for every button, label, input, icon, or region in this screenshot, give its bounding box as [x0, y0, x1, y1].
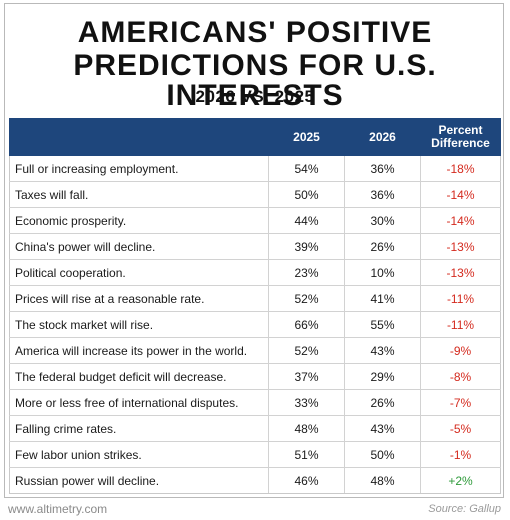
row-label: More or less free of international dispu…: [9, 389, 269, 416]
value-percent-difference: -5%: [420, 415, 501, 442]
table-row: Russian power will decline. 46% 48% +2%: [9, 467, 501, 494]
table-row: China's power will decline. 39% 26% -13%: [9, 233, 501, 260]
table-row: America will increase its power in the w…: [9, 337, 501, 364]
predictions-table: 2025 2026 Percent Difference Full or inc…: [9, 118, 501, 494]
table-row: The federal budget deficit will decrease…: [9, 363, 501, 390]
source-label: Source: Gallup: [428, 503, 501, 515]
row-label: Few labor union strikes.: [9, 441, 269, 468]
value-2026: 36%: [344, 181, 421, 208]
value-2026: 48%: [344, 467, 421, 494]
value-2026: 29%: [344, 363, 421, 390]
table-row: More or less free of international dispu…: [9, 389, 501, 416]
table-row: Falling crime rates. 48% 43% -5%: [9, 415, 501, 442]
header-percent-difference-label: Percent Difference: [431, 123, 490, 150]
table-row: Political cooperation. 23% 10% -13%: [9, 259, 501, 286]
value-2026: 41%: [344, 285, 421, 312]
row-label: China's power will decline.: [9, 233, 269, 260]
value-2025: 46%: [268, 467, 345, 494]
value-percent-difference: -8%: [420, 363, 501, 390]
value-percent-difference: -9%: [420, 337, 501, 364]
value-2026: 26%: [344, 233, 421, 260]
value-percent-difference: -13%: [420, 233, 501, 260]
value-2025: 51%: [268, 441, 345, 468]
row-label: The federal budget deficit will decrease…: [9, 363, 269, 390]
row-label: Falling crime rates.: [9, 415, 269, 442]
value-2025: 33%: [268, 389, 345, 416]
title-line-1: AMERICANS' POSITIVE: [77, 16, 433, 49]
row-label: The stock market will rise.: [9, 311, 269, 338]
website-label: www.altimetry.com: [8, 502, 108, 516]
value-2025: 37%: [268, 363, 345, 390]
value-2025: 44%: [268, 207, 345, 234]
row-label: Economic prosperity.: [9, 207, 269, 234]
table-row: Few labor union strikes. 51% 50% -1%: [9, 441, 501, 468]
value-2025: 23%: [268, 259, 345, 286]
table-header-row: 2025 2026 Percent Difference: [9, 118, 501, 156]
row-label: America will increase its power in the w…: [9, 337, 269, 364]
value-percent-difference: -1%: [420, 441, 501, 468]
value-2025: 66%: [268, 311, 345, 338]
value-2026: 26%: [344, 389, 421, 416]
title-line-2: PREDICTIONS FOR U.S. INTERESTS: [73, 49, 437, 112]
value-2025: 48%: [268, 415, 345, 442]
value-2025: 54%: [268, 155, 345, 182]
table-row: Taxes will fall. 50% 36% -14%: [9, 181, 501, 208]
value-percent-difference: +2%: [420, 467, 501, 494]
table-row: Economic prosperity. 44% 30% -14%: [9, 207, 501, 234]
value-2025: 50%: [268, 181, 345, 208]
value-2025: 39%: [268, 233, 345, 260]
value-2025: 52%: [268, 285, 345, 312]
value-2026: 36%: [344, 155, 421, 182]
value-2026: 10%: [344, 259, 421, 286]
subtitle: 2026 VS. 2025: [195, 87, 315, 106]
value-percent-difference: -14%: [420, 207, 501, 234]
row-label: Russian power will decline.: [9, 467, 269, 494]
value-percent-difference: -14%: [420, 181, 501, 208]
row-label: Taxes will fall.: [9, 181, 269, 208]
value-percent-difference: -7%: [420, 389, 501, 416]
value-percent-difference: -11%: [420, 311, 501, 338]
header-cell-prediction: [9, 118, 269, 156]
value-2026: 30%: [344, 207, 421, 234]
table-row: The stock market will rise. 66% 55% -11%: [9, 311, 501, 338]
header-cell-2025: 2025: [268, 118, 345, 156]
header-cell-2026: 2026: [344, 118, 421, 156]
value-2026: 43%: [344, 415, 421, 442]
header-cell-percent-difference: Percent Difference: [420, 118, 501, 156]
value-percent-difference: -13%: [420, 259, 501, 286]
table-row: Prices will rise at a reasonable rate. 52…: [9, 285, 501, 312]
row-label: Prices will rise at a reasonable rate.: [9, 285, 269, 312]
row-label: Full or increasing employment.: [9, 155, 269, 182]
value-2026: 43%: [344, 337, 421, 364]
table-row: Full or increasing employment. 54% 36% -18%: [9, 155, 501, 182]
value-2025: 52%: [268, 337, 345, 364]
value-2026: 50%: [344, 441, 421, 468]
value-percent-difference: -18%: [420, 155, 501, 182]
value-2026: 55%: [344, 311, 421, 338]
value-percent-difference: -11%: [420, 285, 501, 312]
row-label: Political cooperation.: [9, 259, 269, 286]
